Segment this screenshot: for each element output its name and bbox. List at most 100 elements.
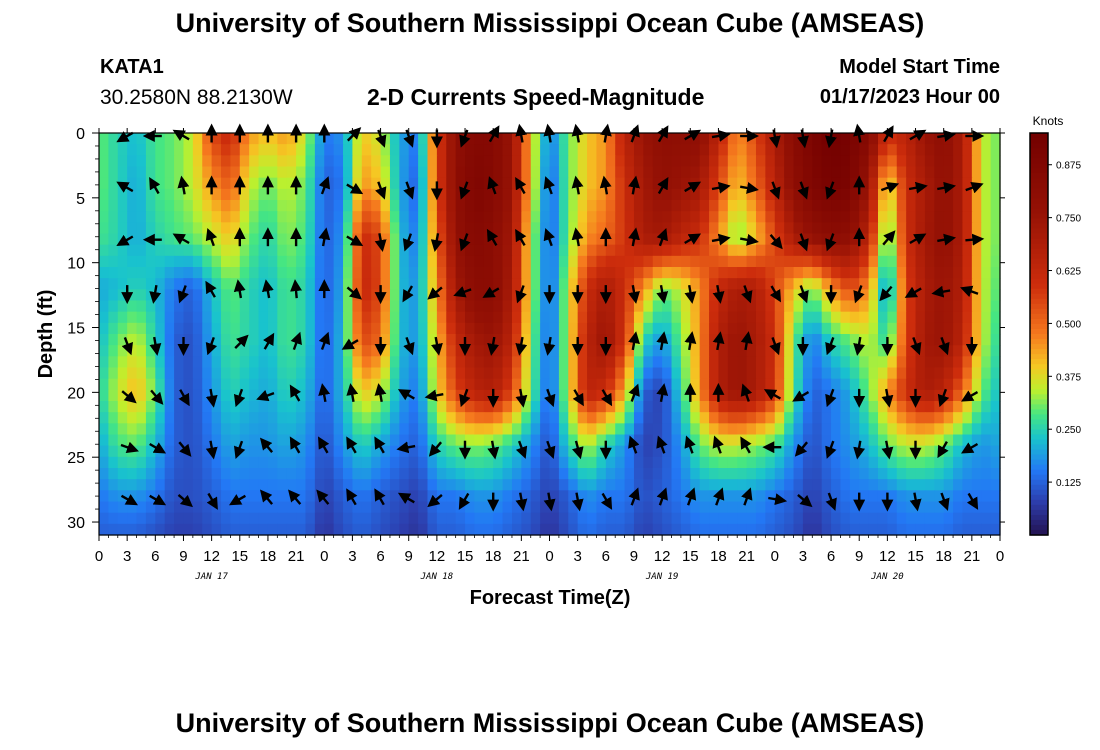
heat-cell	[127, 255, 138, 268]
heat-cell	[418, 334, 429, 346]
heat-cell	[511, 468, 522, 480]
current-arrow	[482, 286, 500, 298]
heat-cell	[718, 244, 729, 257]
heat-cell	[558, 345, 569, 357]
heat-cell	[558, 412, 569, 424]
heat-cell	[877, 133, 888, 145]
heat-cell	[211, 456, 222, 469]
heat-cell	[183, 144, 194, 156]
heat-cell	[361, 267, 372, 279]
heat-cell	[136, 211, 147, 223]
heat-cell	[305, 512, 316, 525]
heat-cell	[511, 501, 522, 514]
heat-cell	[840, 412, 851, 424]
heat-cell	[680, 367, 691, 380]
heat-cell	[605, 523, 616, 536]
heat-cell	[230, 188, 241, 201]
heat-cell	[868, 445, 879, 458]
heat-cell	[877, 188, 888, 201]
heat-cell	[849, 144, 860, 156]
heat-cell	[455, 512, 466, 525]
heat-cell	[164, 222, 175, 235]
current-arrow	[375, 181, 387, 200]
heat-cell	[483, 300, 494, 313]
heat-cell	[812, 188, 823, 201]
heat-cell	[868, 423, 879, 436]
x-tick-label: 3	[348, 548, 356, 565]
current-arrow	[600, 389, 613, 407]
current-arrow	[711, 181, 731, 194]
colorbar-cell	[1030, 404, 1048, 410]
heat-cell	[709, 322, 720, 335]
heat-cell	[840, 512, 851, 525]
heat-cell	[840, 423, 851, 436]
x-axis: 0 3 6 9 12 15 18 21 0 3 6 9 12 15 18 21 0 3 6 9 12 15 18 21 0 3 6 9…	[95, 128, 1004, 582]
heat-cell	[990, 222, 1001, 235]
heat-cell	[446, 233, 457, 246]
heat-cell	[352, 501, 363, 514]
heat-cell	[361, 334, 372, 346]
heat-cell	[859, 188, 870, 201]
heat-cell	[352, 479, 363, 491]
heat-cell	[239, 322, 250, 335]
heat-cell	[746, 155, 757, 168]
heat-cell	[277, 133, 288, 145]
heat-cell	[840, 468, 851, 480]
heat-cell	[333, 200, 344, 212]
heat-cell	[455, 334, 466, 346]
heat-cell	[587, 144, 598, 156]
heat-cell	[633, 345, 644, 357]
heat-cell	[802, 378, 813, 391]
heat-cell	[136, 434, 147, 447]
heat-cell	[211, 412, 222, 424]
heat-cell	[117, 211, 128, 223]
heat-cell	[286, 222, 297, 235]
heat-cell	[558, 401, 569, 413]
heat-cell	[709, 389, 720, 402]
heat-cell	[990, 300, 1001, 313]
heat-cell	[474, 222, 485, 235]
heat-cell	[324, 300, 335, 313]
heat-cell	[587, 244, 598, 257]
heat-cell	[99, 322, 109, 335]
heat-cell	[859, 200, 870, 212]
heat-cell	[774, 501, 785, 514]
heat-cell	[877, 233, 888, 246]
heat-cell	[324, 445, 335, 458]
current-arrow	[543, 123, 556, 143]
heat-cell	[680, 155, 691, 168]
heat-cell	[267, 289, 278, 302]
heat-cell	[784, 133, 795, 145]
heat-cell	[324, 512, 335, 525]
heat-cell	[943, 456, 954, 469]
heat-cell	[718, 401, 729, 413]
heat-cell	[155, 300, 166, 313]
heat-cell	[981, 412, 992, 424]
heat-cell	[361, 278, 372, 290]
heat-cell	[343, 412, 354, 424]
heat-cell	[859, 401, 870, 413]
heat-cell	[727, 133, 738, 145]
heat-cell	[868, 155, 879, 168]
colorbar-cell	[1030, 369, 1048, 375]
heat-cell	[784, 456, 795, 469]
heat-cell	[455, 267, 466, 279]
heat-cell	[127, 177, 138, 190]
heat-cell	[624, 367, 635, 380]
heat-cell	[549, 311, 560, 324]
heat-cell	[221, 255, 231, 268]
heat-cell	[99, 244, 109, 257]
current-arrow	[261, 279, 274, 299]
heat-cell	[896, 322, 907, 335]
heat-cell	[718, 412, 729, 424]
heat-cell	[755, 222, 766, 235]
heat-cell	[155, 512, 166, 525]
heat-cell	[502, 356, 513, 369]
current-arrow	[966, 492, 979, 510]
heat-cell	[108, 144, 119, 156]
heat-cell	[530, 401, 541, 413]
heat-cell	[502, 166, 513, 179]
heat-cell	[568, 244, 579, 257]
heat-cell	[502, 512, 513, 525]
heat-cell	[943, 412, 954, 424]
